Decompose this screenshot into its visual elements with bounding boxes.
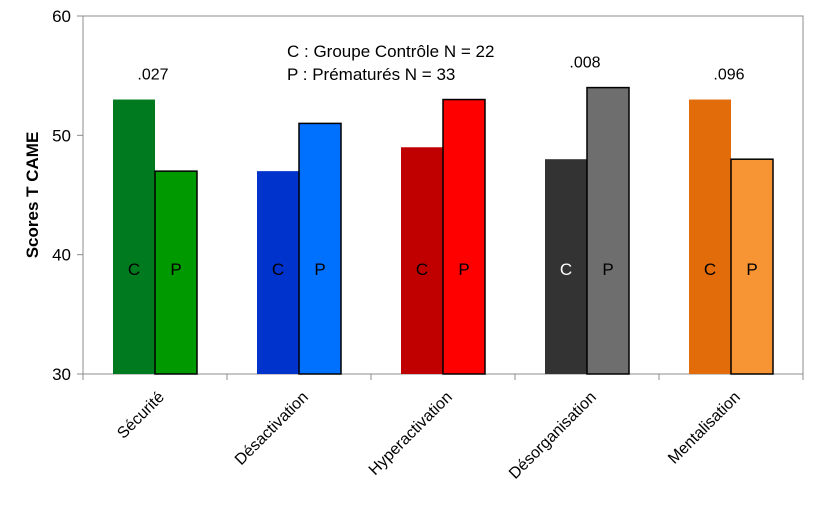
- bar-c-2: [401, 147, 443, 374]
- y-tick-label: 60: [52, 7, 71, 26]
- bar-c-4: [689, 99, 731, 375]
- bar-p-3: [586, 86, 630, 375]
- x-axis-labels: Sécurité Désactivation Hyperactivation Déso…: [114, 389, 744, 483]
- bar-letter-label: P: [746, 260, 757, 279]
- x-category-label: Hyperactivation: [366, 389, 456, 479]
- x-category-label: Désorganisation: [506, 389, 600, 483]
- legend-control: C : Groupe Contrôle N = 22: [287, 42, 494, 61]
- bar-letter-label: P: [458, 260, 469, 279]
- p-value-label: .096: [713, 67, 744, 84]
- bar-letter-label: P: [602, 260, 613, 279]
- bar-c-3: [545, 159, 587, 374]
- bar-c-0: [113, 99, 155, 375]
- x-category-label: Mentalisation: [665, 389, 744, 468]
- bar-p-0: [154, 170, 198, 375]
- p-value-labels: .027 .008 .096: [137, 55, 744, 84]
- y-tick-label: 40: [52, 246, 71, 265]
- bar-letter-label: C: [704, 260, 716, 279]
- y-tick-label: 50: [52, 126, 71, 145]
- bar-letter-label: C: [128, 260, 140, 279]
- bar-p-4: [730, 158, 774, 375]
- bar-letter-label: C: [416, 260, 428, 279]
- y-tick-label: 30: [52, 365, 71, 384]
- legend-premature: P : Prématurés N = 33: [287, 65, 455, 84]
- bar-letter-label: P: [314, 260, 325, 279]
- y-axis-ticks: 30 40 50 60: [52, 7, 83, 384]
- x-category-label: Sécurité: [114, 389, 168, 443]
- bar-letter-label: C: [272, 260, 284, 279]
- x-category-label: Désactivation: [232, 389, 312, 469]
- y-axis-label: Scores T CAME: [23, 132, 42, 259]
- bar-letter-label: C: [560, 260, 572, 279]
- bar-p-1: [298, 122, 342, 375]
- bar-letter-label: P: [170, 260, 181, 279]
- p-value-label: .008: [569, 55, 600, 72]
- bar-c-1: [257, 171, 299, 374]
- p-value-label: .027: [137, 67, 168, 84]
- bar-p-2: [442, 98, 486, 375]
